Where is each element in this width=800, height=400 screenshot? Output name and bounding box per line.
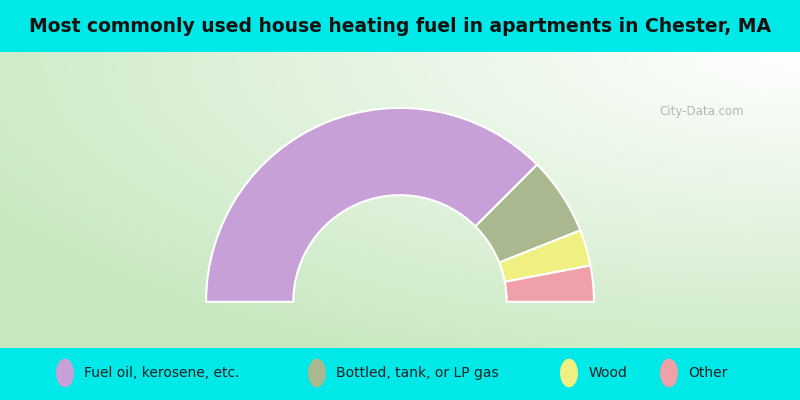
Wedge shape <box>505 266 594 302</box>
Wedge shape <box>499 230 590 282</box>
Wedge shape <box>206 108 537 302</box>
Text: Fuel oil, kerosene, etc.: Fuel oil, kerosene, etc. <box>84 366 240 380</box>
Ellipse shape <box>560 359 578 387</box>
Text: Other: Other <box>688 366 727 380</box>
Ellipse shape <box>660 359 678 387</box>
Text: City-Data.com: City-Data.com <box>659 105 744 118</box>
Text: Bottled, tank, or LP gas: Bottled, tank, or LP gas <box>336 366 499 380</box>
Ellipse shape <box>308 359 326 387</box>
Text: Most commonly used house heating fuel in apartments in Chester, MA: Most commonly used house heating fuel in… <box>29 16 771 36</box>
Text: Wood: Wood <box>588 366 627 380</box>
Ellipse shape <box>56 359 74 387</box>
Wedge shape <box>475 165 580 262</box>
